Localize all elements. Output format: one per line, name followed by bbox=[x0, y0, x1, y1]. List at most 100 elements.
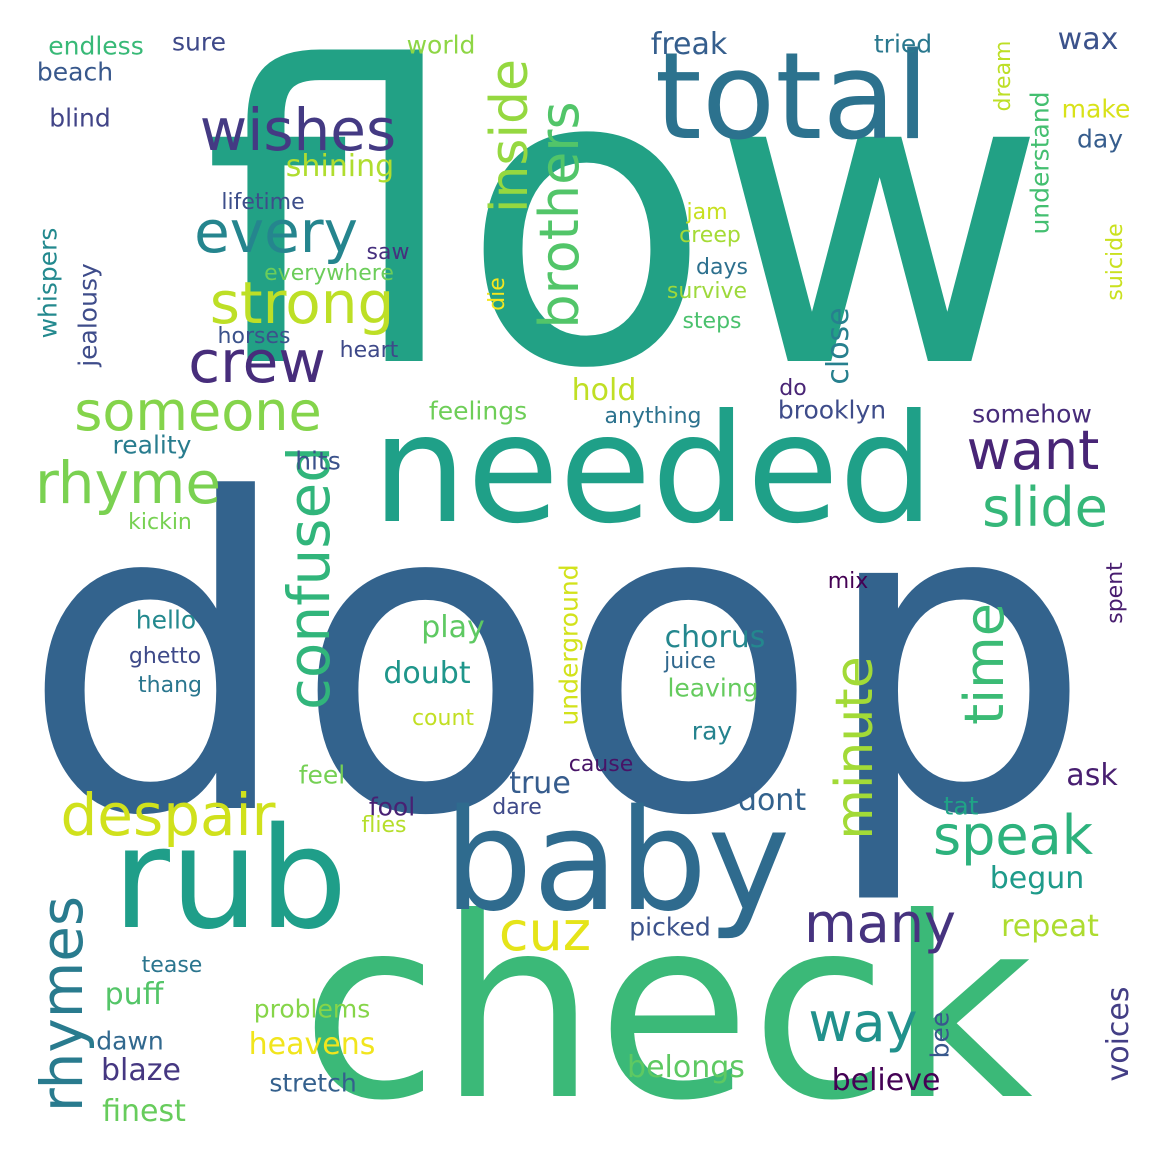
word-true: true bbox=[509, 766, 571, 801]
word-puff: puff bbox=[104, 977, 164, 1012]
word-survive: survive bbox=[666, 279, 748, 304]
word-dawn: dawn bbox=[96, 1026, 164, 1056]
word-flow: flow bbox=[202, 0, 1048, 458]
word-world: world bbox=[406, 30, 476, 60]
word-wishes: wishes bbox=[199, 96, 397, 164]
word-reality: reality bbox=[112, 430, 192, 460]
word-check: check bbox=[301, 864, 1033, 1155]
word-slide: slide bbox=[982, 476, 1108, 539]
word-leaving: leaving bbox=[667, 673, 759, 703]
word-hold: hold bbox=[571, 373, 637, 408]
word-bee: bee bbox=[925, 1011, 955, 1059]
word-crew: crew bbox=[188, 328, 326, 396]
word-make: make bbox=[1061, 94, 1131, 124]
word-heavens: heavens bbox=[248, 1027, 376, 1062]
word-needed: needed bbox=[371, 383, 935, 557]
word-brothers: brothers bbox=[528, 101, 591, 329]
word-dare: dare bbox=[492, 795, 542, 820]
word-feelings: feelings bbox=[428, 396, 528, 426]
word-blind: blind bbox=[49, 103, 111, 133]
word-play: play bbox=[421, 610, 485, 645]
word-ghetto: ghetto bbox=[128, 644, 202, 669]
word-many: many bbox=[804, 892, 956, 955]
word-doop: doop bbox=[20, 410, 1094, 910]
word-steps: steps bbox=[682, 309, 742, 334]
word-somehow: somehow bbox=[972, 399, 1092, 429]
word-tried: tried bbox=[873, 29, 933, 59]
word-horses: horses bbox=[217, 324, 291, 349]
word-die: die bbox=[485, 277, 510, 311]
word-brooklyn: brooklyn bbox=[777, 395, 887, 425]
word-picked: picked bbox=[629, 912, 711, 942]
word-close: close bbox=[821, 307, 856, 385]
word-wax: wax bbox=[1057, 22, 1119, 57]
word-belongs: belongs bbox=[627, 1050, 745, 1085]
word-tat: tat bbox=[943, 791, 979, 821]
word-saw: saw bbox=[366, 240, 410, 265]
word-feel: feel bbox=[298, 760, 346, 790]
word-confused: confused bbox=[275, 445, 343, 711]
word-baby: baby bbox=[443, 780, 791, 943]
word-repeat: repeat bbox=[1001, 909, 1099, 944]
word-thang: thang bbox=[138, 673, 202, 698]
word-beach: beach bbox=[36, 57, 114, 87]
word-believe: believe bbox=[831, 1063, 941, 1098]
word-ray: ray bbox=[691, 716, 733, 746]
word-whispers: whispers bbox=[33, 227, 63, 339]
word-blaze: blaze bbox=[101, 1053, 181, 1088]
word-dream: dream bbox=[991, 40, 1016, 112]
word-freak: freak bbox=[650, 27, 728, 62]
word-someone: someone bbox=[74, 380, 322, 443]
word-kickin: kickin bbox=[128, 510, 192, 535]
word-do: do bbox=[779, 376, 807, 401]
word-day: day bbox=[1077, 124, 1123, 154]
word-rhyme: rhyme bbox=[34, 449, 222, 517]
word-shining: shining bbox=[285, 149, 395, 184]
word-doubt: doubt bbox=[383, 656, 471, 691]
word-problems: problems bbox=[253, 994, 371, 1024]
word-spent: spent bbox=[1103, 562, 1128, 624]
word-juice: juice bbox=[664, 649, 716, 674]
word-count: count bbox=[411, 706, 475, 731]
word-want: want bbox=[966, 419, 1100, 482]
word-endless: endless bbox=[48, 31, 144, 61]
word-despair: despair bbox=[60, 781, 276, 849]
word-jealousy: jealousy bbox=[73, 263, 103, 367]
word-understand: understand bbox=[1025, 91, 1055, 235]
word-stretch: stretch bbox=[269, 1068, 357, 1098]
word-voices: voices bbox=[1101, 986, 1136, 1082]
word-rub: rub bbox=[112, 798, 348, 961]
word-strong: strong bbox=[209, 269, 395, 337]
word-hits: hits bbox=[295, 446, 341, 476]
word-underground: underground bbox=[554, 564, 584, 726]
word-every: every bbox=[194, 198, 358, 266]
word-chorus: chorus bbox=[664, 620, 766, 655]
word-everywhere: everywhere bbox=[264, 261, 394, 286]
word-anything: anything bbox=[604, 404, 702, 429]
word-hello: hello bbox=[135, 605, 197, 635]
word-way: way bbox=[808, 991, 918, 1054]
word-rhymes: rhymes bbox=[28, 895, 96, 1113]
word-lifetime: lifetime bbox=[221, 190, 305, 215]
word-mix: mix bbox=[827, 569, 869, 594]
word-tease: tease bbox=[141, 953, 203, 978]
word-speak: speak bbox=[933, 804, 1093, 867]
word-cause: cause bbox=[568, 752, 634, 777]
word-begun: begun bbox=[989, 861, 1085, 896]
word-fool: fool bbox=[368, 792, 416, 822]
word-finest: finest bbox=[102, 1094, 186, 1129]
word-sure: sure bbox=[172, 27, 226, 57]
word-suicide: suicide bbox=[1103, 223, 1128, 301]
word-heart: heart bbox=[339, 338, 399, 363]
word-inside: inside bbox=[480, 59, 540, 213]
word-time: time bbox=[953, 602, 1016, 726]
word-total: total bbox=[654, 28, 930, 167]
word-dont: dont bbox=[737, 783, 807, 818]
word-flies: flies bbox=[361, 813, 407, 838]
word-minute: minute bbox=[825, 656, 885, 840]
word-creep: creep bbox=[679, 223, 741, 248]
word-cuz: cuz bbox=[498, 900, 592, 963]
word-ask: ask bbox=[1066, 758, 1118, 793]
word-jam: jam bbox=[686, 200, 728, 225]
